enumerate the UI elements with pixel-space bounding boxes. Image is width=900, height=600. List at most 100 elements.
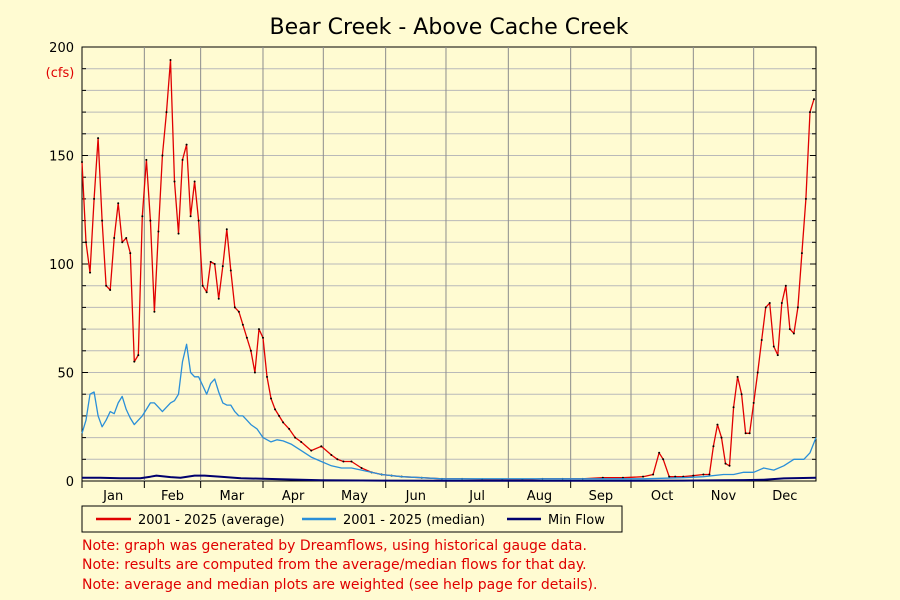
average-data-point bbox=[658, 451, 661, 454]
average-data-point bbox=[225, 228, 228, 231]
average-data-point bbox=[720, 436, 723, 439]
average-data-point bbox=[708, 473, 711, 476]
average-data-point bbox=[221, 265, 224, 268]
series-layer bbox=[81, 59, 817, 482]
average-data-point bbox=[330, 453, 333, 456]
average-data-point bbox=[113, 236, 116, 239]
x-tick-label: Oct bbox=[651, 489, 673, 504]
average-data-point bbox=[209, 260, 212, 263]
average-data-point bbox=[712, 445, 715, 448]
x-tick-label: Nov bbox=[711, 489, 737, 504]
average-data-point bbox=[274, 408, 277, 411]
y-tick-label: 0 bbox=[66, 475, 74, 490]
average-data-point bbox=[728, 464, 731, 467]
y-tick-label: 150 bbox=[49, 150, 74, 165]
average-data-point bbox=[270, 397, 273, 400]
average-data-point bbox=[692, 474, 695, 477]
average-data-point bbox=[800, 252, 803, 255]
average-data-point bbox=[81, 161, 83, 164]
average-data-point bbox=[360, 466, 363, 469]
x-tick-label: Sep bbox=[589, 489, 614, 504]
average-data-point bbox=[245, 336, 248, 339]
y-tick-label: 200 bbox=[49, 41, 74, 56]
average-data-point bbox=[716, 423, 719, 426]
average-data-point bbox=[193, 180, 196, 183]
average-data-point bbox=[257, 328, 260, 331]
average-data-point bbox=[336, 458, 339, 461]
average-data-point bbox=[177, 232, 180, 235]
average-data-point bbox=[233, 306, 236, 309]
average-data-point bbox=[229, 269, 232, 272]
average-data-point bbox=[642, 475, 645, 478]
average-data-point bbox=[201, 284, 204, 287]
average-data-point bbox=[217, 297, 220, 300]
average-data-point bbox=[310, 449, 313, 452]
average-data-point bbox=[776, 354, 779, 357]
average-data-point bbox=[241, 323, 244, 326]
average-data-point bbox=[796, 306, 799, 309]
notes: Note: graph was generated by Dreamflows,… bbox=[82, 538, 597, 593]
average-data-point bbox=[668, 475, 671, 478]
x-tick-label: Jul bbox=[468, 489, 485, 504]
average-data-point bbox=[149, 219, 152, 222]
average-data-point bbox=[105, 284, 108, 287]
average-data-point bbox=[141, 215, 144, 218]
average-data-point bbox=[320, 445, 323, 448]
chart-title: Bear Creek - Above Cache Creek bbox=[270, 15, 629, 40]
average-data-point bbox=[161, 154, 164, 157]
average-data-point bbox=[185, 143, 188, 146]
x-tick-label: May bbox=[341, 489, 368, 504]
average-data-point bbox=[702, 473, 705, 476]
average-data-point bbox=[93, 197, 96, 200]
average-data-point bbox=[808, 111, 811, 114]
average-data-point bbox=[157, 230, 160, 233]
average-data-point bbox=[117, 202, 120, 205]
average-data-point bbox=[736, 375, 739, 378]
average-data-point bbox=[125, 236, 128, 239]
legend-label-average: 2001 - 2025 (average) bbox=[138, 513, 285, 528]
average-data-point bbox=[652, 473, 655, 476]
average-data-point bbox=[772, 345, 775, 348]
average-data-point bbox=[169, 59, 172, 62]
average-data-point bbox=[294, 436, 297, 439]
y-axis-unit-label: (cfs) bbox=[46, 66, 75, 81]
average-data-point bbox=[662, 458, 665, 461]
average-data-point bbox=[121, 241, 124, 244]
x-tick-label: Feb bbox=[161, 489, 184, 504]
average-data-point bbox=[740, 393, 743, 396]
average-data-point bbox=[101, 219, 104, 222]
average-data-point bbox=[784, 284, 787, 287]
average-data-point bbox=[732, 406, 735, 409]
average-data-point bbox=[213, 263, 216, 265]
average-data-point bbox=[812, 98, 815, 101]
grid-lines bbox=[82, 47, 816, 481]
average-data-point bbox=[145, 158, 148, 161]
legend-label-min-flow: Min Flow bbox=[548, 513, 605, 528]
average-data-point bbox=[133, 360, 136, 363]
average-data-point bbox=[173, 180, 176, 183]
average-data-point bbox=[97, 137, 100, 140]
average-data-point bbox=[804, 197, 807, 200]
average-data-point bbox=[137, 354, 140, 357]
x-tick-label: Jan bbox=[102, 489, 123, 504]
average-data-point bbox=[744, 432, 747, 435]
average-data-point bbox=[89, 271, 92, 274]
average-data-point bbox=[278, 414, 281, 417]
x-tick-label: Jun bbox=[405, 489, 426, 504]
average-data-point bbox=[189, 215, 192, 218]
average-data-point bbox=[261, 336, 264, 339]
legend-label-median: 2001 - 2025 (median) bbox=[343, 513, 485, 528]
note-line-3: Note: average and median plots are weigh… bbox=[82, 577, 597, 593]
average-data-point bbox=[266, 375, 269, 378]
average-data-point bbox=[300, 440, 303, 443]
average-data-point bbox=[249, 349, 252, 352]
average-data-point bbox=[282, 421, 285, 424]
average-data-point bbox=[205, 291, 208, 294]
y-tick-label: 100 bbox=[49, 258, 74, 273]
legend: 2001 - 2025 (average) 2001 - 2025 (media… bbox=[81, 505, 623, 533]
average-data-point bbox=[768, 302, 771, 305]
x-tick-label: Aug bbox=[527, 489, 552, 504]
average-data-point bbox=[342, 460, 345, 463]
average-data-point bbox=[788, 328, 791, 331]
